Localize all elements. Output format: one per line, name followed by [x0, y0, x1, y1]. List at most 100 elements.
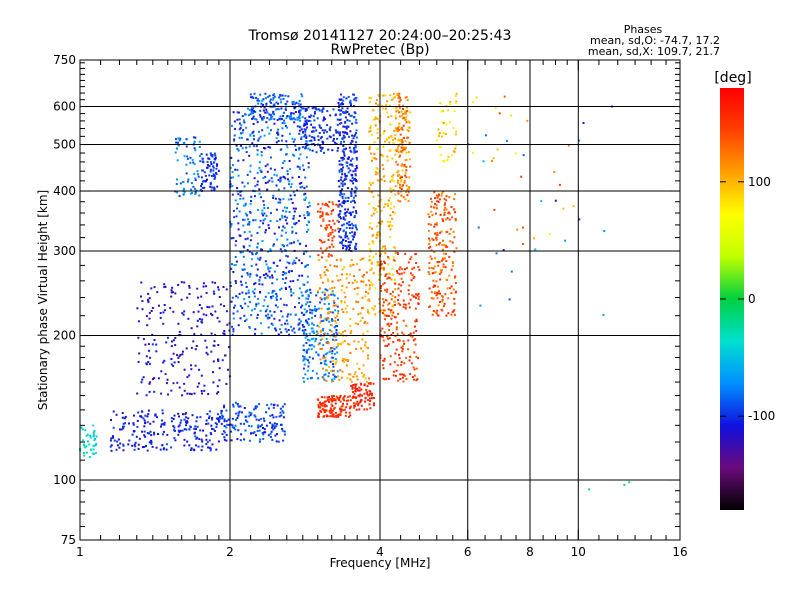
scatter-point [449, 240, 452, 243]
scatter-point [255, 405, 258, 408]
scatter-point [316, 117, 319, 120]
scatter-point [310, 348, 313, 351]
scatter-point [338, 228, 341, 231]
scatter-point [354, 133, 357, 136]
scatter-point [341, 224, 344, 227]
scatter-point [436, 291, 439, 294]
scatter-point [307, 348, 310, 351]
scatter-point [290, 198, 293, 201]
scatter-point [279, 180, 282, 183]
scatter-point [326, 137, 329, 140]
scatter-point [293, 259, 296, 262]
scatter-point [321, 215, 324, 218]
scatter-point [564, 239, 567, 242]
scatter-point [387, 308, 390, 311]
scatter-point [403, 271, 406, 274]
scatter-point [492, 157, 495, 160]
scatter-point [237, 414, 240, 417]
scatter-point [293, 194, 296, 197]
scatter-point [372, 308, 375, 311]
scatter-point [309, 255, 312, 258]
scatter-point [236, 207, 238, 210]
scatter-point [298, 157, 301, 160]
scatter-point [230, 300, 233, 303]
scatter-point [276, 238, 279, 241]
scatter-point [453, 150, 456, 153]
scatter-point [92, 435, 95, 438]
scatter-point [340, 405, 343, 408]
scatter-point [200, 438, 203, 441]
scatter-point [202, 429, 204, 432]
scatter-point [203, 384, 206, 387]
scatter-point [344, 234, 347, 237]
scatter-point [376, 233, 378, 236]
scatter-point [306, 126, 308, 129]
scatter-point [311, 312, 314, 315]
scatter-point [356, 362, 359, 365]
scatter-point [212, 165, 215, 168]
scatter-point [455, 247, 458, 250]
scatter-point [357, 389, 360, 392]
scatter-point [223, 438, 226, 441]
scatter-point [427, 237, 430, 240]
scatter-point [389, 228, 392, 231]
scatter-point [325, 212, 328, 215]
scatter-point [320, 402, 323, 405]
scatter-point [201, 318, 204, 321]
scatter-point [149, 381, 152, 384]
scatter-point [389, 236, 392, 239]
scatter-point [322, 141, 325, 144]
scatter-point [324, 266, 327, 268]
scatter-point [338, 215, 341, 218]
scatter-point [396, 130, 399, 133]
scatter-point [445, 278, 448, 281]
scatter-point [339, 258, 342, 261]
scatter-point [272, 295, 275, 298]
scatter-point [323, 396, 326, 399]
scatter-point [205, 180, 208, 183]
scatter-point [331, 350, 334, 352]
scatter-point [281, 427, 284, 430]
scatter-point [177, 433, 180, 436]
scatter-point [318, 109, 321, 112]
scatter-point [334, 113, 337, 116]
scatter-point [289, 167, 292, 170]
scatter-point [353, 233, 356, 236]
scatter-point [251, 110, 254, 113]
scatter-point [242, 224, 245, 227]
scatter-point [324, 249, 327, 252]
scatter-point [193, 140, 196, 143]
scatter-point [299, 119, 302, 122]
scatter-point [237, 412, 240, 415]
scatter-point [355, 129, 358, 132]
scatter-point [280, 423, 283, 426]
scatter-point [256, 316, 259, 319]
scatter-point [192, 185, 195, 188]
scatter-point [276, 306, 279, 309]
scatter-point [327, 235, 330, 238]
scatter-point [284, 282, 287, 284]
scatter-point [251, 131, 254, 134]
scatter-point [230, 176, 233, 179]
scatter-point [257, 98, 259, 101]
scatter-point [249, 164, 252, 167]
scatter-point [181, 312, 184, 315]
scatter-point [439, 269, 442, 272]
scatter-point [340, 301, 343, 304]
scatter-point [376, 131, 379, 134]
scatter-point [284, 286, 287, 289]
scatter-point [333, 326, 336, 329]
scatter-point [334, 361, 337, 364]
scatter-point [345, 226, 348, 229]
scatter-point [240, 124, 243, 127]
scatter-point [152, 420, 155, 423]
scatter-point [322, 218, 325, 221]
scatter-point [440, 153, 443, 156]
phase-box-line-x: mean, sd,X: 109.7, 21.7 [588, 45, 720, 58]
scatter-point [278, 319, 281, 322]
scatter-point [355, 226, 357, 229]
scatter-point [110, 419, 112, 421]
scatter-point [364, 396, 367, 399]
scatter-point [439, 146, 442, 149]
scatter-point [264, 231, 267, 234]
